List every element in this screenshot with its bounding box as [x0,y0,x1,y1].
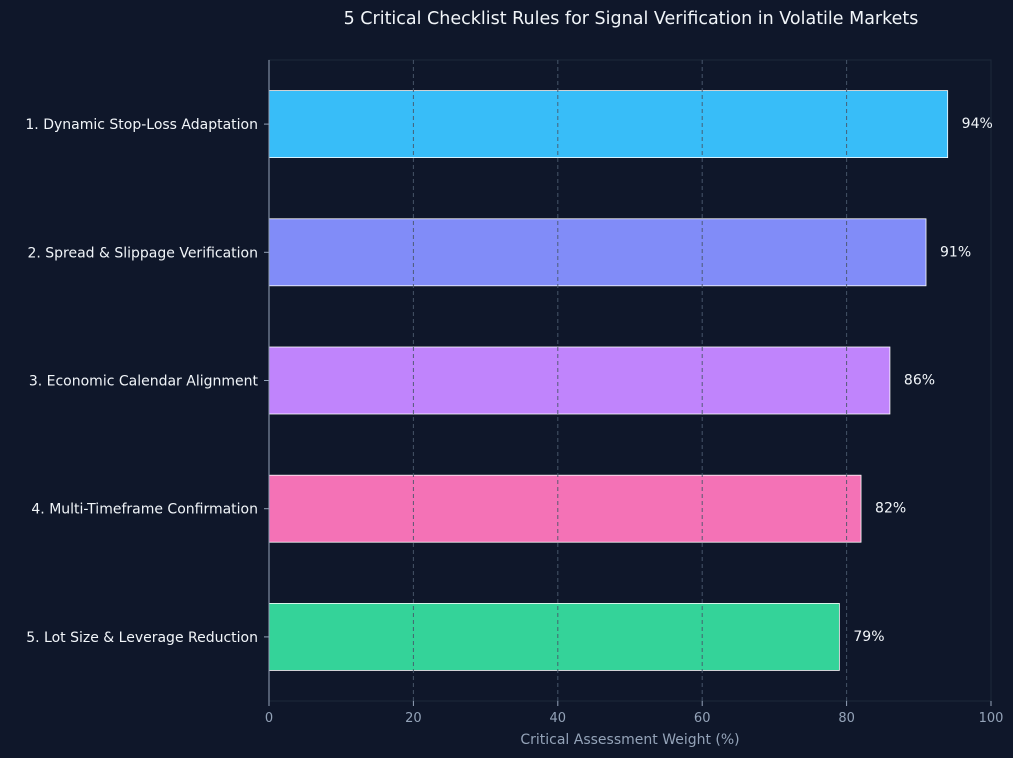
value-label: 94% [962,116,993,132]
category-label: 2. Spread & Slippage Verification [27,245,258,261]
value-label: 82% [875,501,906,517]
category-label: 5. Lot Size & Leverage Reduction [26,630,258,646]
bars [268,90,949,671]
category-label: 1. Dynamic Stop-Loss Adaptation [25,117,258,133]
x-tick-label: 0 [265,711,273,726]
x-tick-label: 40 [550,711,567,726]
x-tick-label: 20 [405,711,422,726]
x-tick-label: 60 [694,711,711,726]
x-axis: 0 20 40 60 80 100 [265,701,1004,726]
category-label: 3. Economic Calendar Alignment [29,374,259,390]
grid-overlay [412,60,848,701]
category-label: 4. Multi-Timeframe Confirmation [31,502,258,518]
bar [268,218,927,287]
value-label: 79% [853,629,884,645]
bar [268,346,891,415]
bar [268,90,949,158]
x-axis-title: Critical Assessment Weight (%) [520,732,739,748]
value-label: 91% [940,244,971,260]
chart-title: 5 Critical Checklist Rules for Signal Ve… [344,9,919,29]
x-tick-label: 100 [979,711,1004,726]
labels: 1. Dynamic Stop-Loss Adaptation 94% 2. Spr… [25,116,992,646]
bar [268,603,840,671]
value-label: 86% [904,373,935,389]
x-tick-label: 80 [838,711,855,726]
bar [268,474,862,543]
